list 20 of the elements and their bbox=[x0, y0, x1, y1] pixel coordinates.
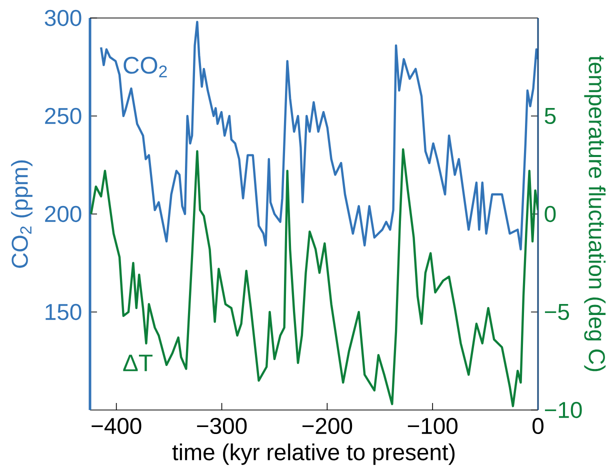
y2-tick-label: 0 bbox=[544, 206, 556, 222]
y2-tick-label: −10 bbox=[544, 402, 582, 418]
x-tick-label: −100 bbox=[408, 418, 458, 434]
y-tick-label: 300 bbox=[44, 10, 82, 26]
x-tick-label: −200 bbox=[302, 418, 352, 434]
x-tick-label: −300 bbox=[197, 418, 247, 434]
x-tick-label: 0 bbox=[532, 418, 544, 434]
series-label: CO$_{2}$ bbox=[124, 56, 167, 78]
x-tick-label: −400 bbox=[92, 418, 142, 434]
y2-tick-label: −5 bbox=[544, 304, 570, 320]
y-tick-label: 150 bbox=[46, 304, 82, 320]
y2-axis-title: temperature fluctuation (deg C) bbox=[584, 56, 606, 372]
y-tick-label: 200 bbox=[45, 206, 82, 222]
y-tick-label: 250 bbox=[45, 108, 82, 124]
series-label: ΔT bbox=[123, 354, 152, 372]
y-axis-title: CO$_{2}$ (ppm) bbox=[11, 160, 32, 268]
x-axis-title: time (kyr relative to present) bbox=[172, 444, 455, 465]
line-series bbox=[90, 148, 538, 408]
y2-tick-label: 5 bbox=[544, 108, 556, 124]
line-series bbox=[100, 20, 538, 250]
